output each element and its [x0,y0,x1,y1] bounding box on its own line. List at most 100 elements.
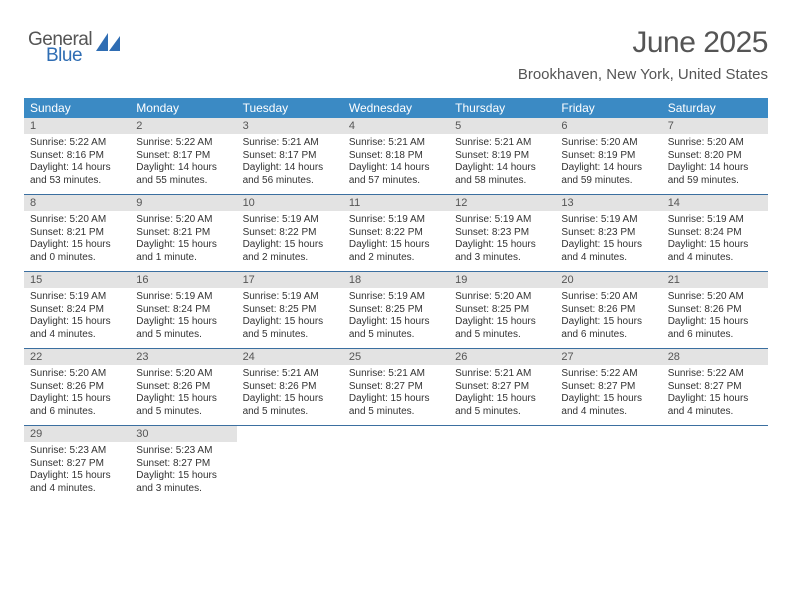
day-cell [237,426,343,502]
sunrise-text: Sunrise: 5:22 AM [668,368,762,381]
sunrise-text: Sunrise: 5:21 AM [455,368,549,381]
sunrise-text: Sunrise: 5:21 AM [349,137,443,150]
day-details: Sunrise: 5:20 AMSunset: 8:20 PMDaylight:… [662,134,768,194]
day-details: Sunrise: 5:19 AMSunset: 8:22 PMDaylight:… [343,211,449,271]
sunset-text: Sunset: 8:27 PM [136,458,230,471]
daylight-text: Daylight: 14 hours and 56 minutes. [243,162,337,187]
day-details: Sunrise: 5:19 AMSunset: 8:24 PMDaylight:… [24,288,130,348]
day-cell: 7Sunrise: 5:20 AMSunset: 8:20 PMDaylight… [662,118,768,194]
sunset-text: Sunset: 8:27 PM [30,458,124,471]
day-number: 6 [555,118,661,134]
day-details: Sunrise: 5:20 AMSunset: 8:26 PMDaylight:… [555,288,661,348]
day-cell [662,426,768,502]
sunset-text: Sunset: 8:27 PM [455,381,549,394]
daylight-text: Daylight: 15 hours and 3 minutes. [136,470,230,495]
daylight-text: Daylight: 15 hours and 5 minutes. [136,316,230,341]
day-cell [449,426,555,502]
day-cell: 12Sunrise: 5:19 AMSunset: 8:23 PMDayligh… [449,195,555,271]
day-details: Sunrise: 5:20 AMSunset: 8:21 PMDaylight:… [130,211,236,271]
day-number: 18 [343,272,449,288]
day-number: 17 [237,272,343,288]
day-number: 28 [662,349,768,365]
day-details: Sunrise: 5:20 AMSunset: 8:21 PMDaylight:… [24,211,130,271]
day-cell: 20Sunrise: 5:20 AMSunset: 8:26 PMDayligh… [555,272,661,348]
day-number: 12 [449,195,555,211]
daylight-text: Daylight: 14 hours and 55 minutes. [136,162,230,187]
logo-word-blue: Blue [46,46,92,65]
sunset-text: Sunset: 8:21 PM [136,227,230,240]
sunrise-text: Sunrise: 5:20 AM [136,368,230,381]
day-number: 15 [24,272,130,288]
calendar-grid: SundayMondayTuesdayWednesdayThursdayFrid… [24,98,768,502]
sunset-text: Sunset: 8:22 PM [243,227,337,240]
day-cell: 1Sunrise: 5:22 AMSunset: 8:16 PMDaylight… [24,118,130,194]
daylight-text: Daylight: 15 hours and 4 minutes. [668,239,762,264]
sunset-text: Sunset: 8:26 PM [136,381,230,394]
day-cell: 8Sunrise: 5:20 AMSunset: 8:21 PMDaylight… [24,195,130,271]
day-details: Sunrise: 5:19 AMSunset: 8:25 PMDaylight:… [237,288,343,348]
daylight-text: Daylight: 15 hours and 5 minutes. [455,316,549,341]
sunset-text: Sunset: 8:21 PM [30,227,124,240]
day-cell: 6Sunrise: 5:20 AMSunset: 8:19 PMDaylight… [555,118,661,194]
day-details: Sunrise: 5:22 AMSunset: 8:27 PMDaylight:… [662,365,768,425]
sunset-text: Sunset: 8:18 PM [349,150,443,163]
sunrise-text: Sunrise: 5:22 AM [30,137,124,150]
sunset-text: Sunset: 8:24 PM [30,304,124,317]
day-details: Sunrise: 5:19 AMSunset: 8:24 PMDaylight:… [662,211,768,271]
daylight-text: Daylight: 14 hours and 59 minutes. [668,162,762,187]
sunrise-text: Sunrise: 5:21 AM [243,137,337,150]
day-number: 13 [555,195,661,211]
day-cell: 14Sunrise: 5:19 AMSunset: 8:24 PMDayligh… [662,195,768,271]
day-details: Sunrise: 5:19 AMSunset: 8:23 PMDaylight:… [449,211,555,271]
sunset-text: Sunset: 8:19 PM [561,150,655,163]
weekday-header: Saturday [662,98,768,118]
day-cell: 3Sunrise: 5:21 AMSunset: 8:17 PMDaylight… [237,118,343,194]
sunrise-text: Sunrise: 5:21 AM [243,368,337,381]
week-row: 22Sunrise: 5:20 AMSunset: 8:26 PMDayligh… [24,349,768,426]
brand-logo: General Blue [28,30,122,65]
day-number: 5 [449,118,555,134]
day-cell: 13Sunrise: 5:19 AMSunset: 8:23 PMDayligh… [555,195,661,271]
day-details: Sunrise: 5:23 AMSunset: 8:27 PMDaylight:… [130,442,236,502]
daylight-text: Daylight: 15 hours and 4 minutes. [561,393,655,418]
day-cell: 30Sunrise: 5:23 AMSunset: 8:27 PMDayligh… [130,426,236,502]
day-number: 10 [237,195,343,211]
sunrise-text: Sunrise: 5:21 AM [349,368,443,381]
day-details: Sunrise: 5:21 AMSunset: 8:18 PMDaylight:… [343,134,449,194]
daylight-text: Daylight: 15 hours and 2 minutes. [243,239,337,264]
day-number: 20 [555,272,661,288]
calendar-page: General Blue June 2025 Brookhaven, New Y… [0,0,792,502]
day-details: Sunrise: 5:19 AMSunset: 8:23 PMDaylight:… [555,211,661,271]
day-number: 11 [343,195,449,211]
day-cell: 19Sunrise: 5:20 AMSunset: 8:25 PMDayligh… [449,272,555,348]
sunset-text: Sunset: 8:25 PM [349,304,443,317]
day-number: 8 [24,195,130,211]
daylight-text: Daylight: 15 hours and 5 minutes. [349,316,443,341]
sunrise-text: Sunrise: 5:22 AM [561,368,655,381]
day-cell: 28Sunrise: 5:22 AMSunset: 8:27 PMDayligh… [662,349,768,425]
day-cell: 5Sunrise: 5:21 AMSunset: 8:19 PMDaylight… [449,118,555,194]
day-details: Sunrise: 5:19 AMSunset: 8:24 PMDaylight:… [130,288,236,348]
day-number: 21 [662,272,768,288]
day-cell: 16Sunrise: 5:19 AMSunset: 8:24 PMDayligh… [130,272,236,348]
daylight-text: Daylight: 15 hours and 0 minutes. [30,239,124,264]
day-cell: 22Sunrise: 5:20 AMSunset: 8:26 PMDayligh… [24,349,130,425]
sunrise-text: Sunrise: 5:19 AM [243,291,337,304]
day-details: Sunrise: 5:19 AMSunset: 8:25 PMDaylight:… [343,288,449,348]
location-text: Brookhaven, New York, United States [518,66,768,83]
sunrise-text: Sunrise: 5:23 AM [136,445,230,458]
daylight-text: Daylight: 15 hours and 1 minute. [136,239,230,264]
sunrise-text: Sunrise: 5:19 AM [561,214,655,227]
sunset-text: Sunset: 8:27 PM [561,381,655,394]
sunrise-text: Sunrise: 5:19 AM [349,291,443,304]
sunset-text: Sunset: 8:17 PM [243,150,337,163]
day-cell: 27Sunrise: 5:22 AMSunset: 8:27 PMDayligh… [555,349,661,425]
sunrise-text: Sunrise: 5:19 AM [243,214,337,227]
sunrise-text: Sunrise: 5:19 AM [136,291,230,304]
sunrise-text: Sunrise: 5:19 AM [668,214,762,227]
day-details: Sunrise: 5:20 AMSunset: 8:26 PMDaylight:… [130,365,236,425]
week-row: 1Sunrise: 5:22 AMSunset: 8:16 PMDaylight… [24,118,768,195]
daylight-text: Daylight: 15 hours and 5 minutes. [136,393,230,418]
sunset-text: Sunset: 8:25 PM [243,304,337,317]
daylight-text: Daylight: 15 hours and 5 minutes. [243,393,337,418]
